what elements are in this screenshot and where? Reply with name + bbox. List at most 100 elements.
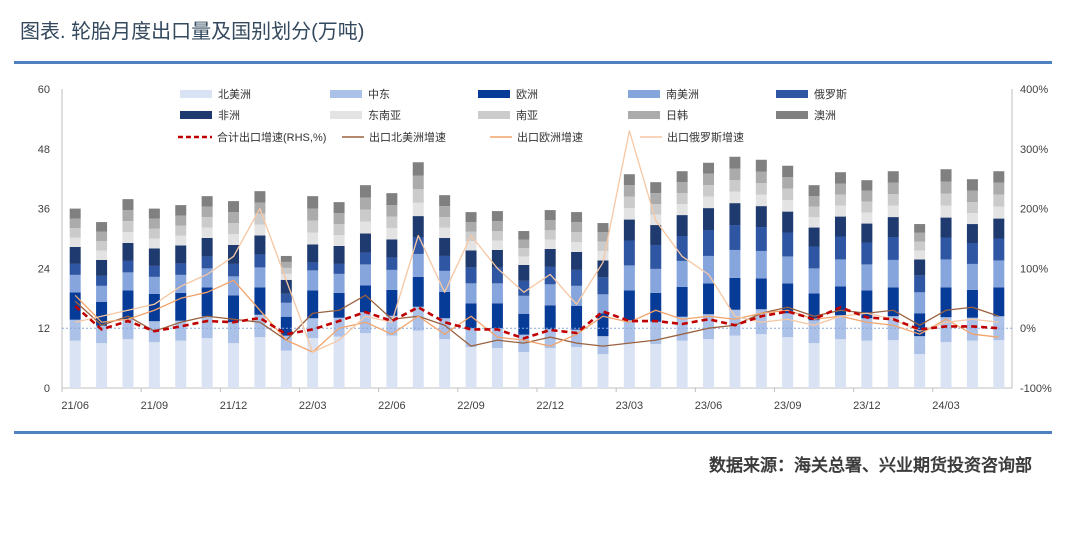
- bar-segment-s3-11: [359, 264, 371, 286]
- bar-segment-s6-29: [834, 205, 846, 217]
- bar-segment-s3-17: [518, 295, 530, 314]
- legend-label: 俄罗斯: [814, 88, 847, 101]
- bar-segment-s4-9: [307, 262, 319, 271]
- legend-swatch: [776, 111, 808, 119]
- bar-segment-s4-28: [808, 246, 820, 269]
- bar-segment-s4-25: [729, 225, 741, 250]
- bar-segment-s0-35: [993, 340, 1005, 388]
- bar-segment-s2-20: [597, 313, 609, 337]
- bar-segment-s1-20: [597, 336, 609, 355]
- bar-segment-s5-30: [861, 223, 873, 243]
- bar-segment-s9-24: [703, 162, 715, 174]
- bar-segment-s0-19: [571, 347, 583, 388]
- bar-segment-s4-0: [69, 263, 81, 275]
- bar-segment-s2-21: [623, 290, 635, 321]
- bar-segment-s8-12: [386, 205, 398, 217]
- bar-segment-s1-0: [69, 319, 81, 341]
- bar-segment-s2-27: [782, 283, 794, 314]
- bar-segment-s6-10: [333, 235, 345, 246]
- bar-segment-s4-13: [412, 237, 424, 254]
- bar-segment-s2-13: [412, 276, 424, 307]
- bar-segment-s5-21: [623, 219, 635, 241]
- bar-segment-s1-13: [412, 306, 424, 331]
- bar-segment-s8-28: [808, 196, 820, 207]
- bar-segment-s8-31: [887, 182, 899, 195]
- bar-segment-s3-13: [412, 253, 424, 277]
- bar-segment-s6-27: [782, 200, 794, 212]
- axes: 0 12 24 36 48 60 -100% 0% 100% 200% 300% 400% 21/06 2…: [38, 84, 1052, 412]
- bar-segment-s9-26: [755, 159, 767, 172]
- legend-item: 东南亚: [330, 109, 401, 122]
- bar-segment-s7-33: [940, 193, 952, 206]
- bar-segment-s4-6: [228, 263, 240, 277]
- bar-segment-s0-16: [491, 348, 503, 388]
- bar-segment-s8-4: [175, 215, 187, 226]
- bar-segment-s7-32: [914, 241, 926, 251]
- bar-segment-s1-1: [96, 325, 108, 344]
- x-tick-label: 21/09: [141, 400, 169, 412]
- bar-segment-s3-28: [808, 268, 820, 294]
- bar-segment-s3-2: [122, 272, 134, 291]
- legend-item: 中东: [330, 88, 390, 101]
- bar-segment-s7-7: [254, 213, 266, 225]
- legend-swatch: [776, 90, 808, 98]
- bar-segment-s4-16: [491, 267, 503, 284]
- bar-segment-s7-30: [861, 201, 873, 213]
- bar-segment-s3-29: [834, 259, 846, 287]
- bar-segment-s1-30: [861, 318, 873, 341]
- line-series-13: [75, 130, 999, 353]
- bar-segment-s0-32: [914, 354, 926, 388]
- legend-swatch: [628, 90, 660, 98]
- bar-segment-s4-31: [887, 237, 899, 260]
- bar-segment-s9-4: [175, 205, 187, 216]
- bar-segment-s8-10: [333, 213, 345, 225]
- bar-segment-s7-0: [69, 228, 81, 238]
- bar-segment-s5-19: [571, 251, 583, 270]
- bar-segment-s4-35: [993, 238, 1005, 261]
- bar-segment-s1-16: [491, 328, 503, 349]
- bar-segment-s9-14: [439, 195, 451, 207]
- bar-segment-s6-33: [940, 205, 952, 218]
- bar-segment-s2-1: [96, 301, 108, 326]
- bar-segment-s2-3: [148, 293, 160, 322]
- bar-segment-s6-9: [307, 232, 319, 245]
- bar-segment-s7-22: [650, 204, 662, 215]
- bar-segment-s8-30: [861, 190, 873, 202]
- bar-segment-s5-8: [280, 279, 292, 294]
- bar-segment-s4-30: [861, 242, 873, 265]
- bar-segment-s1-22: [650, 321, 662, 345]
- bar-segment-s6-35: [993, 206, 1005, 219]
- bar-segment-s9-18: [544, 210, 556, 221]
- bar-segment-s8-16: [491, 221, 503, 232]
- legend-item: 南亚: [478, 109, 538, 122]
- bar-segment-s8-35: [993, 182, 1005, 195]
- legend-swatch: [330, 90, 362, 98]
- bar-segment-s8-3: [148, 218, 160, 229]
- bar-segment-s7-11: [359, 209, 371, 222]
- legend-label: 东南亚: [368, 109, 401, 122]
- x-tick-label: 23/03: [616, 400, 644, 412]
- bar-segment-s2-11: [359, 285, 371, 313]
- bar-segment-s1-34: [966, 317, 978, 341]
- bar-segment-s8-33: [940, 181, 952, 194]
- bar-segment-s8-17: [518, 239, 530, 248]
- bar-segment-s9-5: [201, 196, 213, 207]
- legend-swatch: [180, 111, 212, 119]
- bar-segment-s5-5: [201, 238, 213, 257]
- legend-label: 出口欧洲增速: [517, 130, 583, 144]
- bar-segment-s5-14: [439, 238, 451, 256]
- line-series-10: [74, 305, 999, 340]
- bar-segment-s6-24: [703, 196, 715, 209]
- bar-segment-s7-3: [148, 228, 160, 239]
- bar-segment-s5-15: [465, 250, 477, 268]
- bar-segment-s8-26: [755, 171, 767, 184]
- bar-segment-s3-18: [544, 284, 556, 306]
- y-right-tick-label: 0%: [1020, 323, 1036, 335]
- bar-segment-s5-26: [755, 206, 767, 228]
- x-tick-label: 23/06: [695, 400, 723, 412]
- bar-segment-s9-1: [96, 222, 108, 232]
- bar-segment-s8-0: [69, 218, 81, 229]
- bar-segment-s9-17: [518, 231, 530, 240]
- bar-segment-s5-23: [676, 215, 688, 237]
